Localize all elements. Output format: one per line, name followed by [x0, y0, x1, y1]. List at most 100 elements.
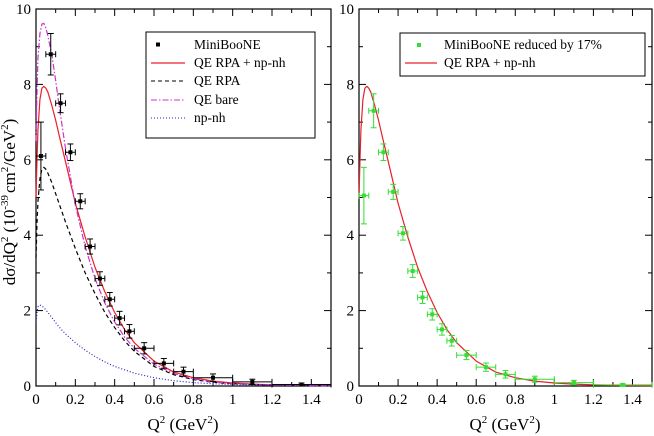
- data-marker: [571, 380, 576, 385]
- right-x-tick-label: 1: [551, 392, 559, 408]
- right-x-tick-label: 1.4: [623, 392, 642, 408]
- left-legend-box: [145, 31, 316, 139]
- left-y-tick-label: 0: [24, 379, 32, 395]
- data-marker: [68, 150, 73, 155]
- left-series-np-nh: [35, 304, 332, 387]
- left-x-tick-label: 1.4: [302, 392, 321, 408]
- right-data-point: [495, 370, 516, 379]
- left-x-tick-label: 1: [229, 392, 237, 408]
- data-marker: [410, 269, 415, 274]
- data-marker: [38, 154, 43, 159]
- left-x-tick-label: 0.8: [184, 392, 203, 408]
- data-marker: [420, 295, 425, 300]
- left-data-point: [65, 143, 76, 162]
- right-x-tick-label: 0.8: [506, 392, 525, 408]
- right-legend: MiniBooNE reduced by 17% QE RPA + np-nh: [399, 32, 646, 77]
- right-y-tick-label: 2: [347, 304, 355, 320]
- right-data-point: [456, 350, 477, 361]
- left-y-tick-label: 10: [16, 2, 31, 18]
- left-x-tick-label: 0: [32, 392, 40, 408]
- left-data-point: [55, 93, 66, 114]
- left-x-axis-label: Q2 (GeV2): [148, 414, 219, 434]
- data-marker: [371, 108, 376, 113]
- right-x-tick-label: 0: [355, 392, 363, 408]
- right-x-tick-label: 1.2: [584, 392, 603, 408]
- left-y-tick-label: 4: [24, 228, 32, 244]
- legend-miniboone-label: MiniBooNE: [194, 37, 261, 52]
- right-y-tick-label: 10: [339, 2, 354, 18]
- left-data-point: [133, 342, 155, 355]
- legend-miniboone-marker: [156, 42, 160, 47]
- legend-right-qe-rpa-np-nh-label: QE RPA + np-nh: [444, 55, 536, 70]
- data-marker: [464, 353, 469, 358]
- data-marker: [299, 382, 304, 387]
- data-marker: [78, 199, 83, 204]
- left-ticks: 0 0.2 0.4 0.6 0.8 1 1.2 1.4 0 2 4 6 8 10: [16, 2, 331, 408]
- data-marker: [503, 372, 508, 377]
- data-marker: [88, 244, 93, 249]
- right-data-point: [475, 362, 497, 372]
- right-data-point: [426, 308, 438, 321]
- right-ticks: 0 0.2 0.4 0.6 0.8 1 1.2 1.4 0 2 4 6 8 10: [339, 2, 652, 408]
- right-data-point: [387, 183, 399, 200]
- right-legend-box: [399, 32, 646, 77]
- data-marker: [107, 297, 112, 302]
- right-data-point: [553, 379, 594, 386]
- left-data-point: [271, 381, 332, 388]
- left-data-point: [192, 373, 234, 382]
- left-x-tick-label: 0.2: [66, 392, 85, 408]
- left-x-tick-label: 0.6: [145, 392, 164, 408]
- left-y-axis-label: dσ/dQ2 (10-39cm2/GeV2): [0, 119, 19, 286]
- data-marker: [117, 316, 122, 321]
- right-data-point: [407, 264, 419, 278]
- right-data-point: [397, 226, 409, 241]
- right-data-point: [592, 381, 653, 388]
- data-marker: [620, 382, 625, 387]
- data-marker: [532, 377, 537, 382]
- left-data-point: [153, 357, 175, 369]
- right-data-point: [417, 290, 428, 304]
- legend-np-nh-label: np-nh: [194, 110, 226, 125]
- right-series-qe-rpa-np-nh: [358, 85, 653, 387]
- data-marker: [127, 329, 132, 334]
- left-data-point: [114, 310, 125, 326]
- right-data-point: [368, 93, 380, 129]
- data-marker: [142, 346, 147, 351]
- legend-qe-rpa-np-nh-label: QE RPA + np-nh: [194, 55, 286, 70]
- data-marker: [250, 379, 255, 384]
- right-y-tick-label: 6: [347, 153, 355, 169]
- legend-qe-rpa-label: QE RPA: [194, 73, 241, 88]
- data-marker: [161, 361, 166, 366]
- left-series-qe-rpa-np-nh: [35, 85, 332, 387]
- right-data-point: [378, 143, 389, 162]
- data-marker: [381, 150, 386, 155]
- data-marker: [181, 369, 186, 374]
- data-marker: [430, 312, 435, 317]
- right-curves: [358, 85, 653, 387]
- left-panel: 0 0.2 0.4 0.6 0.8 1 1.2 1.4 0 2 4 6 8 10 dσ/dQ2 (10-3…: [0, 2, 332, 434]
- left-y-tick-label: 6: [24, 153, 32, 169]
- legend-qe-bare-label: QE bare: [194, 92, 239, 107]
- right-x-axis-label: Q2 (GeV2): [470, 414, 541, 434]
- right-data-point: [514, 375, 555, 383]
- left-points: [35, 33, 332, 388]
- data-marker: [391, 189, 396, 194]
- data-marker: [483, 365, 488, 370]
- data-marker: [361, 193, 366, 198]
- right-data-point: [436, 323, 448, 336]
- legend-miniboone-reduced-marker: [417, 43, 421, 47]
- data-marker: [58, 101, 63, 106]
- left-x-tick-label: 0.4: [105, 392, 124, 408]
- data-marker: [400, 231, 405, 236]
- right-data-point: [446, 334, 458, 347]
- left-data-point: [84, 238, 96, 255]
- left-data-point: [45, 33, 57, 76]
- right-x-tick-label: 0.6: [467, 392, 486, 408]
- left-data-point: [94, 271, 106, 286]
- legend-miniboone-reduced-label: MiniBooNE reduced by 17%: [444, 37, 602, 52]
- right-y-tick-label: 8: [347, 77, 355, 93]
- left-data-point: [35, 121, 47, 191]
- right-x-tick-label: 0.2: [389, 392, 408, 408]
- right-points: [358, 93, 653, 388]
- left-x-tick-label: 1.2: [263, 392, 282, 408]
